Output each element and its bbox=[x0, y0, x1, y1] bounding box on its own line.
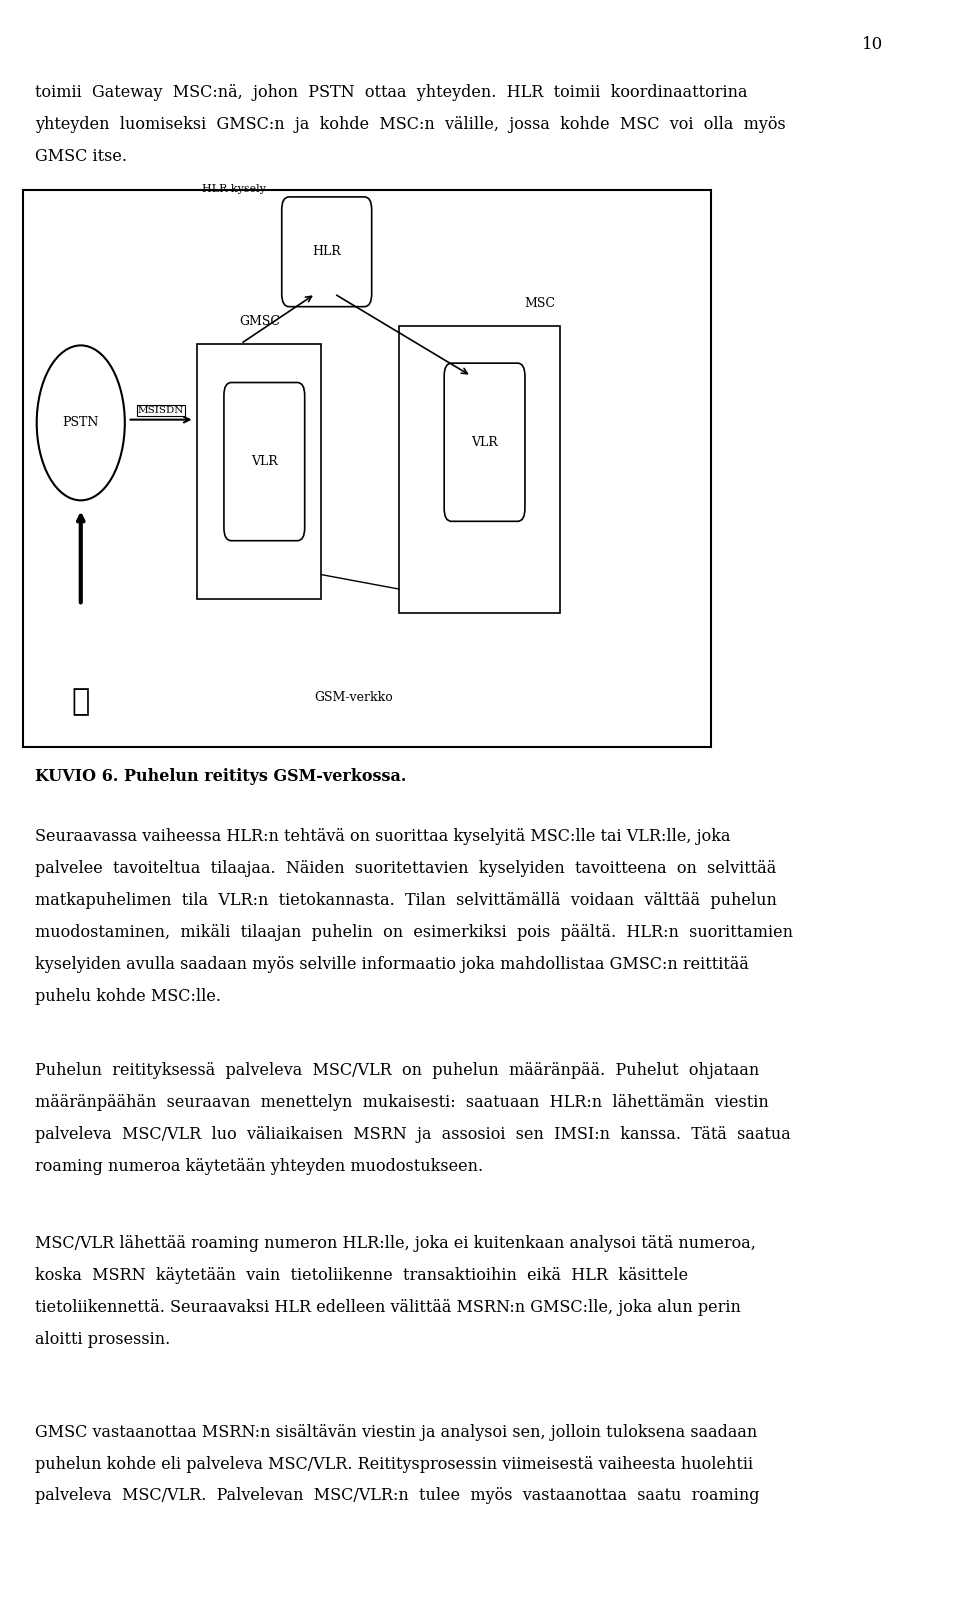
FancyBboxPatch shape bbox=[281, 197, 372, 307]
Text: VLR: VLR bbox=[251, 455, 277, 468]
Text: yhteyden  luomiseksi  GMSC:n  ja  kohde  MSC:n  välille,  jossa  kohde  MSC  voi: yhteyden luomiseksi GMSC:n ja kohde MSC:… bbox=[35, 116, 785, 134]
Text: KUVIO 6. Puhelun reititys GSM-verkossa.: KUVIO 6. Puhelun reititys GSM-verkossa. bbox=[35, 768, 406, 786]
Text: muodostaminen,  mikäli  tilaajan  puhelin  on  esimerkiksi  pois  päältä.  HLR:n: muodostaminen, mikäli tilaajan puhelin o… bbox=[35, 923, 793, 941]
Text: palveleva  MSC/VLR  luo  väliaikaisen  MSRN  ja  assosioi  sen  IMSI:n  kanssa. : palveleva MSC/VLR luo väliaikaisen MSRN … bbox=[35, 1127, 791, 1143]
Bar bbox=[399, 326, 560, 613]
Text: Seuraavassa vaiheessa HLR:n tehtävä on suorittaa kyselyitä MSC:lle tai VLR:lle, : Seuraavassa vaiheessa HLR:n tehtävä on s… bbox=[35, 828, 731, 846]
Text: GMSC itse.: GMSC itse. bbox=[35, 148, 127, 166]
Text: puhelu kohde MSC:lle.: puhelu kohde MSC:lle. bbox=[35, 988, 221, 1006]
Text: GMSC: GMSC bbox=[239, 315, 279, 328]
Text: aloitti prosessin.: aloitti prosessin. bbox=[35, 1330, 170, 1348]
Text: Puhelun  reitityksessä  palveleva  MSC/VLR  on  puhelun  määränpää.  Puhelut  oh: Puhelun reitityksessä palveleva MSC/VLR … bbox=[35, 1062, 759, 1080]
Text: GSM-verkko: GSM-verkko bbox=[314, 691, 393, 704]
Text: MSC: MSC bbox=[524, 297, 555, 310]
Text: MSC/VLR lähettää roaming numeron HLR:lle, joka ei kuitenkaan analysoi tätä numer: MSC/VLR lähettää roaming numeron HLR:lle… bbox=[35, 1235, 756, 1252]
Text: MSISDN: MSISDN bbox=[138, 405, 184, 415]
Bar bbox=[198, 344, 322, 599]
Text: kyselyiden avulla saadaan myös selville informaatio joka mahdollistaa GMSC:n rei: kyselyiden avulla saadaan myös selville … bbox=[35, 955, 749, 973]
Text: palvelee  tavoiteltua  tilaajaa.  Näiden  suoritettavien  kyselyiden  tavoitteen: palvelee tavoiteltua tilaajaa. Näiden su… bbox=[35, 860, 776, 876]
Text: roaming numeroa käytetään yhteyden muodostukseen.: roaming numeroa käytetään yhteyden muodo… bbox=[35, 1157, 483, 1175]
Bar bbox=[23, 190, 711, 747]
Text: HLR: HLR bbox=[312, 245, 341, 258]
Circle shape bbox=[36, 345, 125, 500]
Text: PSTN: PSTN bbox=[62, 416, 99, 429]
Text: HLR kysely: HLR kysely bbox=[202, 184, 266, 194]
Text: puhelun kohde eli palveleva MSC/VLR. Reititysprosessin viimeisestä vaiheesta huo: puhelun kohde eli palveleva MSC/VLR. Rei… bbox=[35, 1456, 753, 1472]
Text: 10: 10 bbox=[862, 36, 883, 53]
FancyBboxPatch shape bbox=[224, 383, 304, 541]
FancyBboxPatch shape bbox=[444, 363, 525, 521]
Text: VLR: VLR bbox=[471, 436, 498, 449]
Text: 📞: 📞 bbox=[72, 688, 90, 717]
Text: määränpäähän  seuraavan  menettelyn  mukaisesti:  saatuaan  HLR:n  lähettämän  v: määränpäähän seuraavan menettelyn mukais… bbox=[35, 1094, 769, 1110]
Text: palveleva  MSC/VLR.  Palvelevan  MSC/VLR:n  tulee  myös  vastaanottaa  saatu  ro: palveleva MSC/VLR. Palvelevan MSC/VLR:n … bbox=[35, 1488, 759, 1504]
Text: GMSC vastaanottaa MSRN:n sisältävän viestin ja analysoi sen, jolloin tuloksena s: GMSC vastaanottaa MSRN:n sisältävän vies… bbox=[35, 1424, 757, 1441]
Text: toimii  Gateway  MSC:nä,  johon  PSTN  ottaa  yhteyden.  HLR  toimii  koordinaat: toimii Gateway MSC:nä, johon PSTN ottaa … bbox=[35, 84, 748, 102]
Text: tietoliikennettä. Seuraavaksi HLR edelleen välittää MSRN:n GMSC:lle, joka alun p: tietoliikennettä. Seuraavaksi HLR edelle… bbox=[35, 1299, 741, 1315]
Text: matkapuhelimen  tila  VLR:n  tietokannasta.  Tilan  selvittämällä  voidaan  vält: matkapuhelimen tila VLR:n tietokannasta.… bbox=[35, 893, 777, 909]
Text: koska  MSRN  käytetään  vain  tietoliikenne  transaktioihin  eikä  HLR  käsittel: koska MSRN käytetään vain tietoliikenne … bbox=[35, 1267, 688, 1283]
